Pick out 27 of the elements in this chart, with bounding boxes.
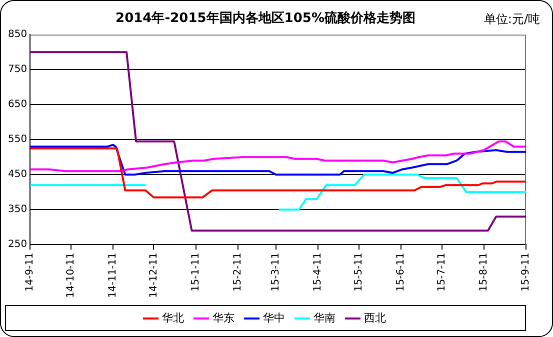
x-tick-label: 14-9-11	[24, 252, 36, 292]
x-tick-label: 14-11-11	[108, 252, 119, 298]
x-tick-label: 14-10-11	[65, 252, 76, 298]
x-tick-label: 15-8-11	[478, 252, 490, 292]
x-tick-label: 15-2-11	[232, 252, 244, 292]
y-tick-label: 550	[8, 134, 28, 146]
y-tick-label: 250	[8, 239, 28, 250]
y-tick-label: 450	[8, 169, 28, 180]
x-tick-label: 15-4-11	[312, 252, 324, 292]
legend-label: 华北	[162, 311, 184, 324]
x-tick-label: 15-9-11	[520, 252, 532, 292]
x-tick-label: 15-7-11	[436, 252, 448, 292]
x-tick-label: 15-5-11	[353, 252, 364, 292]
legend-label: 西北	[364, 311, 386, 324]
text: 单位:元/吨	[484, 12, 540, 26]
legend-label: 华中	[262, 311, 285, 324]
y-tick-label: 850	[8, 29, 28, 40]
x-tick-label: 15-6-11	[396, 252, 407, 292]
legend-label: 华东	[212, 311, 234, 324]
y-tick-label: 650	[8, 99, 28, 110]
x-tick-label: 15-3-11	[270, 252, 282, 292]
chart-title: 2014年-2015年国内各地区105%硫酸价格走势图	[116, 10, 416, 26]
y-tick-label: 750	[8, 64, 28, 76]
x-tick-label: 14-12-11	[148, 252, 160, 298]
x-tick-label: 15-1-11	[190, 252, 202, 292]
y-tick-label: 350	[8, 204, 28, 216]
legend-label: 华南	[313, 311, 336, 324]
